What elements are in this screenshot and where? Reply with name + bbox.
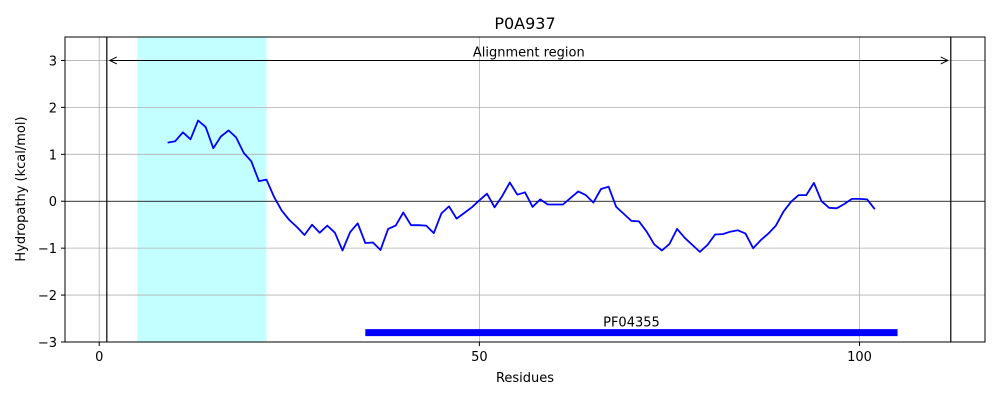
chart-title: P0A937 bbox=[494, 14, 555, 33]
alignment-region-label: Alignment region bbox=[473, 45, 585, 60]
y-tick-label: 2 bbox=[49, 101, 57, 116]
alignment-arrowhead-left bbox=[108, 56, 118, 65]
hydropathy-line bbox=[167, 119, 876, 253]
y-tick-label: 1 bbox=[49, 148, 57, 163]
y-tick-label: −3 bbox=[38, 336, 57, 351]
x-tick-label: 50 bbox=[471, 350, 488, 365]
y-axis-label: Hydropathy (kcal/mol) bbox=[14, 116, 29, 261]
x-tick-label: 0 bbox=[95, 350, 103, 365]
x-tick-label: 100 bbox=[847, 350, 872, 365]
domain-bar bbox=[365, 329, 898, 337]
y-tick-label: 3 bbox=[49, 54, 57, 69]
plot-area: Alignment region PF04355 0 50 100 −3 −2 −1 0 1 2 3 bbox=[38, 36, 986, 365]
y-tick-label: 0 bbox=[49, 195, 57, 210]
axes-frame bbox=[64, 36, 986, 343]
highlight-region bbox=[137, 37, 267, 342]
x-axis-label: Residues bbox=[496, 371, 554, 386]
domain-label: PF04355 bbox=[603, 316, 660, 331]
alignment-arrowhead-right bbox=[940, 56, 949, 65]
y-tick-label: −2 bbox=[38, 289, 57, 304]
y-tick-label: −1 bbox=[38, 242, 57, 257]
